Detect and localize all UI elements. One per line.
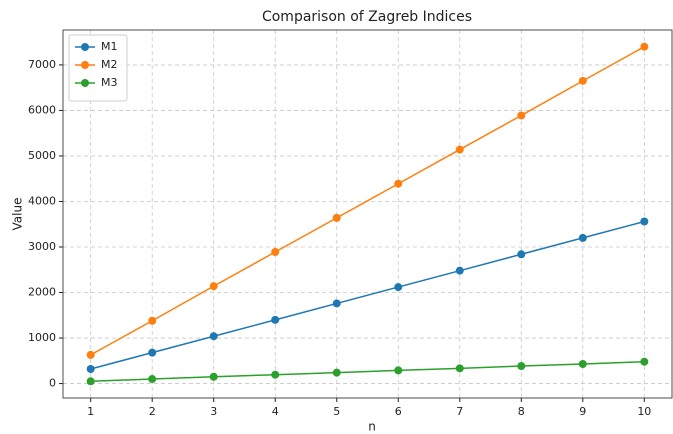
point: [209, 332, 218, 341]
series-line: [90, 220, 645, 370]
legend-marker: [81, 61, 89, 69]
x-tick-label: 5: [333, 405, 340, 418]
point: [640, 42, 649, 51]
x-tick-label: 6: [395, 405, 402, 418]
legend-marker: [81, 79, 89, 87]
point: [394, 283, 403, 292]
y-tick-label: 5000: [28, 149, 56, 162]
x-tick-label: 10: [637, 405, 651, 418]
point: [455, 364, 464, 373]
point: [578, 76, 587, 85]
point: [517, 111, 526, 120]
y-tick-label: 6000: [28, 103, 56, 116]
point: [209, 372, 218, 381]
x-tick-label: 4: [272, 405, 279, 418]
y-tick-label: 1000: [28, 331, 56, 344]
x-tick-label: 8: [518, 405, 525, 418]
y-tick-label: 0: [49, 377, 56, 390]
plot-frame: [62, 29, 673, 399]
point: [455, 145, 464, 154]
x-tick-label: 3: [210, 405, 217, 418]
x-tick-label: 7: [456, 405, 463, 418]
point: [148, 375, 157, 384]
point: [578, 359, 587, 368]
point: [517, 250, 526, 259]
y-axis-label: Value: [11, 198, 25, 231]
x-axis-label: n: [368, 420, 376, 434]
legend-box: [68, 34, 128, 102]
point: [578, 233, 587, 242]
point: [148, 316, 157, 325]
point: [332, 368, 341, 377]
x-tick-label: 9: [579, 405, 586, 418]
point: [455, 266, 464, 275]
legend-label: M3: [101, 76, 118, 89]
point: [332, 213, 341, 222]
legend-marker: [81, 43, 89, 51]
point: [271, 315, 280, 324]
point: [86, 377, 95, 386]
point: [271, 370, 280, 379]
point: [148, 348, 157, 357]
point: [640, 217, 649, 226]
x-tick-label: 2: [149, 405, 156, 418]
legend-label: M1: [101, 40, 118, 53]
legend-label: M2: [101, 58, 118, 71]
point: [86, 365, 95, 374]
y-tick-label: 3000: [28, 240, 56, 253]
y-tick-label: 7000: [28, 58, 56, 71]
point: [394, 179, 403, 188]
y-tick-label: 2000: [28, 286, 56, 299]
x-tick-label: 1: [87, 405, 94, 418]
series-line: [90, 360, 645, 383]
y-tick-label: 4000: [28, 194, 56, 207]
point: [209, 282, 218, 291]
chart-title: Comparison of Zagreb Indices: [262, 9, 472, 25]
point: [86, 350, 95, 359]
point: [271, 248, 280, 257]
series-line: [90, 46, 645, 356]
point: [394, 366, 403, 375]
point: [332, 299, 341, 308]
point: [517, 362, 526, 371]
point: [640, 357, 649, 366]
